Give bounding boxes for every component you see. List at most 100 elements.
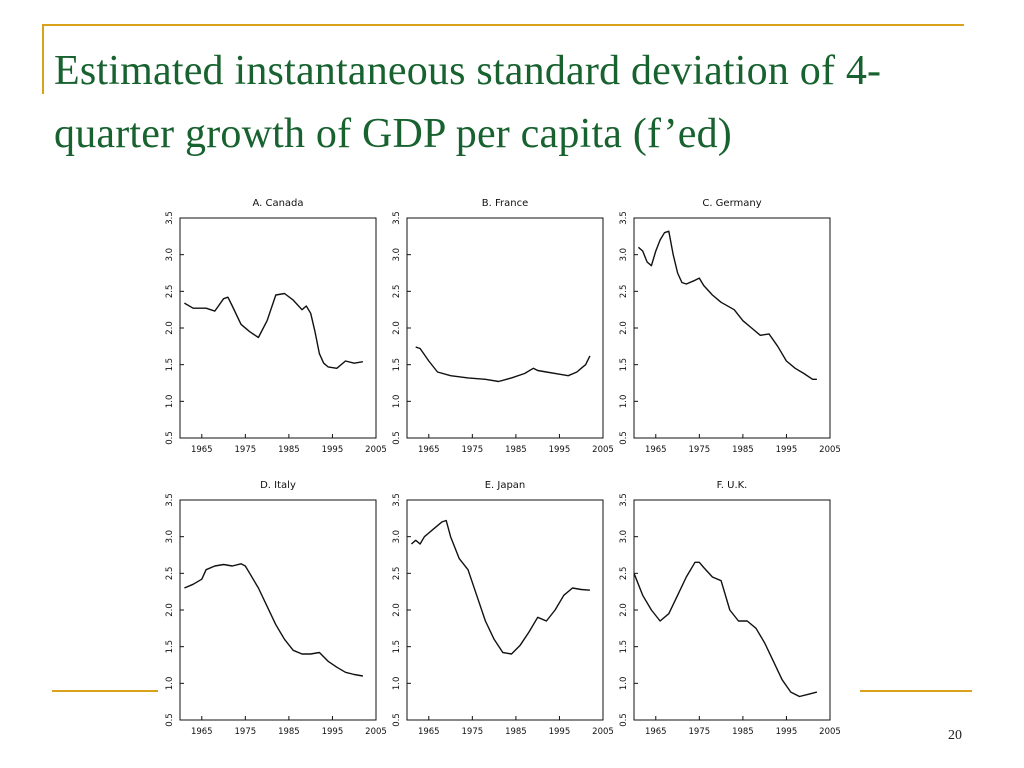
plot-frame bbox=[179, 499, 377, 721]
chart-c-germany: C. Germany 1965 1975 1985 1995 2005 0.5 1.0 1.5 2… bbox=[619, 198, 841, 455]
y-tick-label: 1.0 bbox=[392, 395, 402, 409]
y-tick-label: 2.5 bbox=[165, 567, 175, 581]
y-tick-label: 1.0 bbox=[619, 395, 629, 409]
y-tick-label: 2.5 bbox=[619, 567, 629, 581]
y-tick-label: 2.5 bbox=[392, 285, 402, 299]
plot-frame bbox=[406, 499, 604, 721]
page-number: 20 bbox=[948, 728, 962, 743]
x-tick-label: 2005 bbox=[592, 727, 614, 737]
x-tick-label: 1995 bbox=[549, 445, 571, 455]
x-tick-label: 1975 bbox=[689, 445, 711, 455]
x-tick-label: 1985 bbox=[278, 727, 300, 737]
x-tick-label: 1985 bbox=[505, 727, 527, 737]
accent-bar-top bbox=[42, 24, 964, 26]
x-tick-label: 1965 bbox=[645, 727, 667, 737]
x-tick-label: 1985 bbox=[732, 445, 754, 455]
x-tick-label: 1995 bbox=[322, 727, 344, 737]
x-tick-label: 2005 bbox=[365, 445, 387, 455]
plot-frame bbox=[633, 499, 831, 721]
y-tick-label: 1.5 bbox=[165, 358, 175, 372]
x-tick-label: 1995 bbox=[776, 727, 798, 737]
x-tick-label: 2005 bbox=[365, 727, 387, 737]
y-tick-label: 2.0 bbox=[392, 603, 402, 617]
y-tick-label: 3.5 bbox=[392, 211, 402, 225]
y-tick-label: 3.5 bbox=[165, 211, 175, 225]
x-tick-label: 1975 bbox=[235, 727, 257, 737]
y-tick-label: 0.5 bbox=[392, 713, 402, 727]
y-tick-label: 0.5 bbox=[165, 431, 175, 445]
x-tick-label: 1965 bbox=[418, 727, 440, 737]
y-tick-label: 1.5 bbox=[392, 640, 402, 654]
series-line bbox=[410, 519, 590, 655]
x-tick-label: 1975 bbox=[689, 727, 711, 737]
x-tick-label: 1965 bbox=[191, 727, 213, 737]
y-tick-label: 1.5 bbox=[619, 640, 629, 654]
y-tick-label: 1.0 bbox=[165, 395, 175, 409]
chart-e-japan: E. Japan 1965 1975 1985 1995 2005 0.5 1.0 1.5 2.0… bbox=[392, 480, 614, 737]
y-tick-label: 2.5 bbox=[392, 567, 402, 581]
accent-bar-bottom-right bbox=[860, 690, 972, 692]
y-tick-label: 3.0 bbox=[392, 248, 402, 262]
x-tick-label: 1965 bbox=[418, 445, 440, 455]
y-tick-label: 2.0 bbox=[619, 321, 629, 335]
y-tick-label: 0.5 bbox=[392, 431, 402, 445]
y-tick-label: 3.0 bbox=[619, 530, 629, 544]
y-tick-label: 0.5 bbox=[619, 713, 629, 727]
x-tick-label: 2005 bbox=[819, 727, 841, 737]
y-tick-label: 2.0 bbox=[619, 603, 629, 617]
series-line bbox=[415, 346, 591, 383]
y-tick-label: 3.0 bbox=[165, 248, 175, 262]
y-tick-label: 0.5 bbox=[165, 713, 175, 727]
y-tick-label: 3.0 bbox=[165, 530, 175, 544]
x-tick-label: 1975 bbox=[462, 727, 484, 737]
plot-frame bbox=[406, 217, 604, 439]
y-tick-label: 2.0 bbox=[392, 321, 402, 335]
chart-b-france: B. France 1965 1975 1985 1995 2005 0.5 1.0 1.5 2.… bbox=[392, 198, 614, 455]
x-tick-label: 1975 bbox=[462, 445, 484, 455]
plot-frame bbox=[633, 217, 831, 439]
chart-f-u-k: F. U.K. 1965 1975 1985 1995 2005 0.5 1.0 1.5 2.0 2… bbox=[619, 480, 841, 737]
chart-title: D. Italy bbox=[260, 480, 296, 491]
y-tick-label: 2.0 bbox=[165, 321, 175, 335]
series-line bbox=[633, 561, 818, 698]
y-tick-label: 1.0 bbox=[392, 677, 402, 691]
chart-title: F. U.K. bbox=[717, 480, 748, 491]
x-tick-label: 1995 bbox=[776, 445, 798, 455]
x-tick-label: 1965 bbox=[191, 445, 213, 455]
y-tick-label: 3.5 bbox=[619, 211, 629, 225]
chart-title: E. Japan bbox=[485, 480, 526, 491]
chart-title: C. Germany bbox=[702, 198, 761, 209]
y-tick-label: 1.5 bbox=[619, 358, 629, 372]
y-tick-label: 2.5 bbox=[165, 285, 175, 299]
x-tick-label: 2005 bbox=[592, 445, 614, 455]
x-tick-label: 1975 bbox=[235, 445, 257, 455]
x-tick-label: 1995 bbox=[322, 445, 344, 455]
x-tick-label: 1985 bbox=[732, 727, 754, 737]
series-line bbox=[184, 292, 364, 369]
slide-title: Estimated instantaneous standard deviati… bbox=[54, 48, 882, 157]
chart-title: A. Canada bbox=[252, 198, 303, 209]
x-tick-label: 1985 bbox=[505, 445, 527, 455]
y-tick-label: 3.5 bbox=[165, 493, 175, 507]
y-tick-label: 2.0 bbox=[165, 603, 175, 617]
y-tick-label: 0.5 bbox=[619, 431, 629, 445]
y-tick-label: 3.5 bbox=[392, 493, 402, 507]
plot-frame bbox=[179, 217, 377, 439]
y-tick-label: 3.0 bbox=[619, 248, 629, 262]
y-tick-label: 2.5 bbox=[619, 285, 629, 299]
y-tick-label: 1.5 bbox=[392, 358, 402, 372]
chart-d-italy: D. Italy 1965 1975 1985 1995 2005 0.5 1.0 1.5 2.0… bbox=[165, 480, 387, 737]
accent-bar-bottom-left bbox=[52, 690, 158, 692]
y-tick-label: 1.0 bbox=[165, 677, 175, 691]
x-tick-label: 2005 bbox=[819, 445, 841, 455]
y-tick-label: 1.5 bbox=[165, 640, 175, 654]
y-tick-label: 3.0 bbox=[392, 530, 402, 544]
y-tick-label: 1.0 bbox=[619, 677, 629, 691]
x-tick-label: 1985 bbox=[278, 445, 300, 455]
series-line bbox=[184, 563, 364, 677]
y-tick-label: 3.5 bbox=[619, 493, 629, 507]
chart-a-canada: A. Canada 1965 1975 1985 1995 2005 0.5 1.0 1.5 2.… bbox=[165, 198, 387, 455]
accent-bar-left bbox=[42, 24, 44, 94]
series-line bbox=[637, 230, 817, 380]
